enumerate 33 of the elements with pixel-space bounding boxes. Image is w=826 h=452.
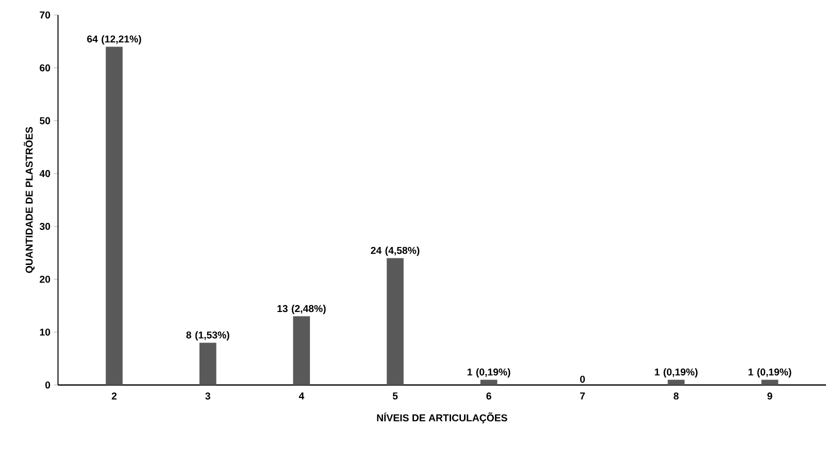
y-tick-label: 40 [40,170,50,178]
y-axis-title: QUANTIDADE DE PLASTRÕES [24,127,35,273]
data-label: 1 (0,19%) [654,368,698,378]
x-tick-label: 3 [205,392,210,400]
data-label: 0 [580,376,585,383]
y-tick-label: 0 [45,381,50,389]
y-tick-label: 60 [40,64,50,72]
x-tick-label: 4 [298,392,304,400]
y-tick-label: 20 [40,276,50,283]
x-tick-label: 5 [392,392,398,400]
y-tick-label: 50 [40,117,50,124]
x-tick-label: 8 [674,392,679,400]
x-tick-label: 2 [112,392,117,400]
x-tick-label: 9 [767,392,772,400]
bar [293,316,310,385]
y-tick-label: 30 [40,222,50,230]
bar [199,342,216,385]
data-label: 24 (4,58%) [370,246,420,256]
y-tick-label: 70 [40,11,50,19]
data-label: 13 (2,48%) [278,304,326,314]
y-tick-label: 10 [40,328,50,336]
data-label: 8 (1,53%) [186,331,230,340]
x-tick-label: 6 [486,392,492,400]
bar [668,380,685,385]
x-tick-label: 7 [580,392,585,400]
bar [480,380,498,385]
data-label: 1 (0,19%) [468,368,510,378]
x-axis-title: NÍVEIS DE ARTICULAÇÕES [377,412,508,424]
data-label: 64 (12,21%) [87,35,142,44]
bar [761,380,778,385]
bar [106,46,123,385]
bar [386,258,404,385]
data-label: 1 (0,19%) [748,368,792,378]
